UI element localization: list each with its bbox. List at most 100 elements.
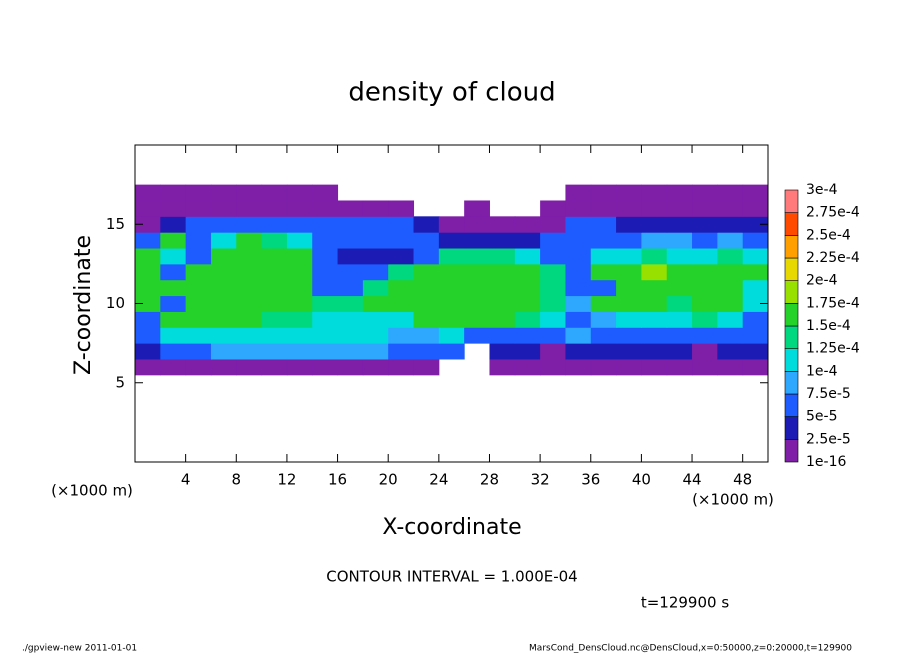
heatmap-cell	[742, 327, 769, 344]
colorbar-label: 3e-4	[806, 182, 838, 198]
heatmap-cell	[413, 279, 440, 297]
heatmap-cell	[717, 343, 744, 360]
heatmap-cell	[489, 311, 516, 328]
x-tick-label: 12	[277, 471, 296, 489]
heatmap-cell	[540, 200, 566, 217]
heatmap-cell	[236, 184, 263, 201]
heatmap-cell	[717, 295, 744, 312]
heatmap-cell	[565, 200, 592, 217]
heatmap-cell	[666, 232, 693, 249]
x-tick-label: 28	[480, 471, 499, 489]
heatmap-cell	[666, 343, 693, 360]
colorbar-label: 1.75e-4	[806, 295, 860, 311]
heatmap-cell	[135, 216, 161, 233]
colorbar-label: 2.75e-4	[806, 205, 860, 221]
heatmap-cell	[489, 248, 516, 265]
heatmap-cell	[413, 311, 440, 328]
heatmap-cell	[135, 248, 161, 265]
heatmap-cell	[692, 279, 718, 297]
heatmap-cell	[464, 200, 490, 217]
heatmap-cell	[742, 216, 769, 233]
heatmap-cell	[540, 232, 566, 249]
heatmap-cell	[362, 232, 389, 249]
heatmap-cell	[692, 232, 718, 249]
heatmap-cell	[717, 184, 744, 201]
heatmap-cell	[641, 216, 668, 233]
heatmap-cell	[742, 184, 769, 201]
x-tick-label: 24	[429, 471, 448, 489]
heatmap-cell	[590, 279, 617, 297]
heatmap-cell	[362, 263, 389, 281]
heatmap-cell	[641, 248, 668, 265]
heatmap-cell	[135, 279, 161, 297]
heatmap-cell	[210, 263, 237, 281]
heatmap-cell	[489, 279, 516, 297]
heatmap-cell	[692, 263, 718, 281]
heatmap-cell	[590, 248, 617, 265]
heatmap-cell	[565, 279, 592, 297]
heatmap-cell	[388, 248, 415, 265]
heatmap-cell	[641, 263, 668, 281]
heatmap-cell	[692, 295, 718, 312]
heatmap-cell	[135, 343, 161, 360]
heatmap-cell	[185, 327, 212, 344]
heatmap-cell	[286, 343, 313, 360]
heatmap-cell	[717, 200, 744, 217]
heatmap-cell	[717, 358, 744, 376]
heatmap-cell	[616, 327, 642, 344]
heatmap-cell	[160, 248, 187, 265]
heatmap-cell	[261, 327, 288, 344]
heatmap-cell	[388, 263, 415, 281]
heatmap-cell	[362, 295, 389, 312]
heatmap-cell	[692, 248, 718, 265]
contour-note: CONTOUR INTERVAL = 1.000E-04	[326, 568, 577, 586]
x-tick-label: 4	[181, 471, 191, 489]
heatmap-cell	[337, 295, 364, 312]
heatmap-cell	[362, 216, 389, 233]
heatmap-cell	[692, 184, 718, 201]
heatmap-cell	[590, 263, 617, 281]
colorbar-label: 1e-16	[806, 454, 846, 470]
heatmap-cell	[692, 200, 718, 217]
heatmap-cell	[160, 343, 187, 360]
heatmap-cell	[742, 248, 769, 265]
heatmap-cell	[464, 216, 490, 233]
colorbar-box	[784, 303, 799, 327]
heatmap-cell	[413, 263, 440, 281]
heatmap-cell	[135, 311, 161, 328]
heatmap-cell	[261, 216, 288, 233]
heatmap-cell	[388, 200, 415, 217]
heatmap-cell	[337, 343, 364, 360]
heatmap-cell	[388, 232, 415, 249]
heatmap-cell	[540, 327, 566, 344]
heatmap-cell	[261, 279, 288, 297]
heatmap-cell	[641, 358, 668, 376]
heatmap-cell	[236, 216, 263, 233]
heatmap-cell	[337, 200, 364, 217]
heatmap-cell	[261, 184, 288, 201]
heatmap-cell	[286, 295, 313, 312]
heatmap-cell	[742, 279, 769, 297]
heatmap-cell	[514, 343, 541, 360]
colorbar-label: 2.5e-5	[806, 431, 851, 447]
heatmap-cell	[312, 358, 339, 376]
heatmap-cell	[160, 295, 187, 312]
colorbar-box	[784, 416, 799, 440]
heatmap-cell	[616, 279, 642, 297]
heatmap-cell	[616, 358, 642, 376]
heatmap-cell	[312, 216, 339, 233]
colorbar-label: 1.25e-4	[806, 341, 860, 357]
heatmap-cell	[337, 358, 364, 376]
heatmap-cell	[641, 184, 668, 201]
heatmap-cell	[666, 279, 693, 297]
colorbar-box	[784, 189, 799, 213]
time-label: t=129900 s	[641, 594, 729, 612]
heatmap-cell	[742, 311, 769, 328]
heatmap-cell	[210, 232, 237, 249]
x-axis-label: X-coordinate	[382, 515, 521, 540]
heatmap-cell	[185, 295, 212, 312]
heatmap-cell	[236, 311, 263, 328]
colorbar-label: 1e-4	[806, 363, 838, 379]
heatmap-cell	[514, 327, 541, 344]
heatmap-cell	[236, 248, 263, 265]
